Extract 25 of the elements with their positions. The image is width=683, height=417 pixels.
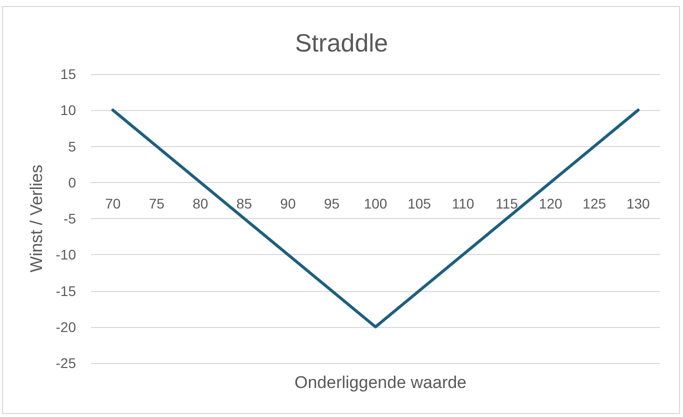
x-tick-label: 95 bbox=[324, 195, 340, 212]
x-tick-label: 70 bbox=[105, 195, 121, 212]
y-tick-label: 10 bbox=[60, 102, 76, 118]
chart-title: Straddle bbox=[294, 30, 388, 58]
y-tick-label: -10 bbox=[56, 246, 76, 263]
x-tick-label: 125 bbox=[582, 195, 606, 212]
y-tick-label: 0 bbox=[68, 174, 76, 190]
y-tick-label: 15 bbox=[60, 66, 76, 82]
y-tick-label: -25 bbox=[56, 355, 76, 371]
y-tick-label: -5 bbox=[64, 210, 76, 226]
x-tick-label: 90 bbox=[280, 195, 296, 212]
x-tick-label: 110 bbox=[452, 195, 474, 212]
x-tick-label: 130 bbox=[626, 195, 650, 212]
y-tick-label: -15 bbox=[56, 282, 76, 299]
x-tick-label: 105 bbox=[408, 195, 432, 212]
x-tick-label: 80 bbox=[192, 195, 208, 212]
y-axis-title: Winst / Verlies bbox=[26, 164, 46, 272]
x-tick-label: 85 bbox=[236, 195, 252, 212]
x-tick-label: 115 bbox=[496, 195, 518, 212]
x-tick-label: 100 bbox=[364, 195, 388, 212]
y-tick-label: 5 bbox=[68, 138, 76, 154]
x-tick-label: 120 bbox=[538, 195, 562, 212]
x-axis-title: Onderliggende waarde bbox=[294, 373, 467, 392]
y-tick-label: -20 bbox=[56, 318, 76, 335]
x-tick-label: 75 bbox=[148, 195, 165, 212]
